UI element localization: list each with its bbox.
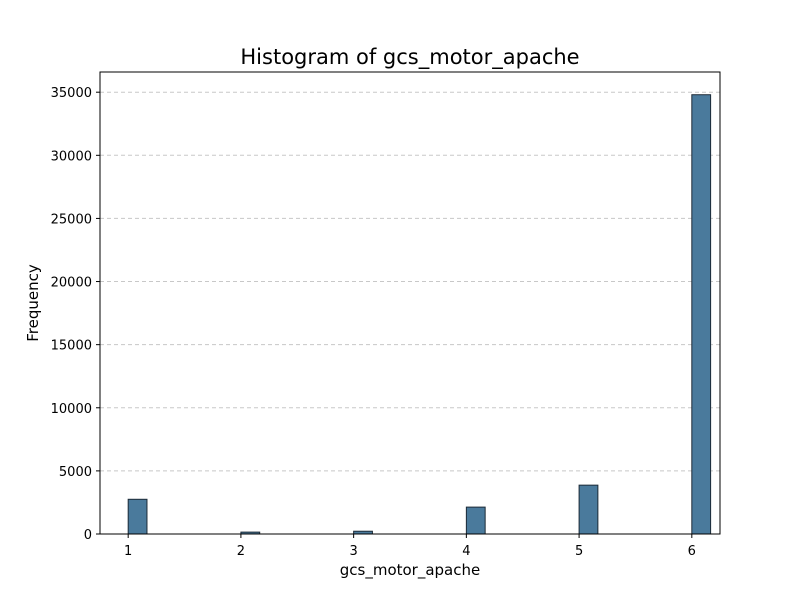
y-tick-label: 10000 bbox=[51, 402, 92, 417]
bar-1 bbox=[127, 498, 148, 535]
y-tick-label: 20000 bbox=[51, 276, 92, 291]
x-tick-label: 4 bbox=[462, 544, 470, 559]
grid-lines bbox=[100, 91, 720, 472]
bars bbox=[127, 94, 712, 535]
x-tick-label: 2 bbox=[237, 544, 245, 559]
bar-4 bbox=[465, 506, 486, 535]
bar-5 bbox=[578, 484, 599, 535]
y-axis-ticks: 0 5000 10000 15000 20000 25000 30000 35000 bbox=[51, 86, 100, 543]
y-tick-label: 30000 bbox=[51, 149, 92, 164]
x-axis-ticks: 1 2 3 4 5 6 bbox=[124, 534, 696, 559]
x-tick-label: 3 bbox=[349, 544, 357, 559]
y-tick-label: 35000 bbox=[51, 86, 92, 101]
bar-6 bbox=[691, 94, 712, 535]
y-tick-label: 15000 bbox=[51, 339, 92, 354]
x-tick-label: 6 bbox=[688, 544, 696, 559]
plot-frame bbox=[99, 71, 721, 535]
x-axis-label: gcs_motor_apache bbox=[340, 561, 481, 580]
x-tick-label: 1 bbox=[124, 544, 132, 559]
x-tick-label: 5 bbox=[575, 544, 583, 559]
y-tick-label: 0 bbox=[84, 528, 92, 543]
y-tick-label: 5000 bbox=[59, 465, 92, 480]
y-axis-label: Frequency bbox=[24, 264, 42, 342]
chart-title: Histogram of gcs_motor_apache bbox=[240, 45, 579, 70]
y-tick-label: 25000 bbox=[51, 212, 92, 227]
